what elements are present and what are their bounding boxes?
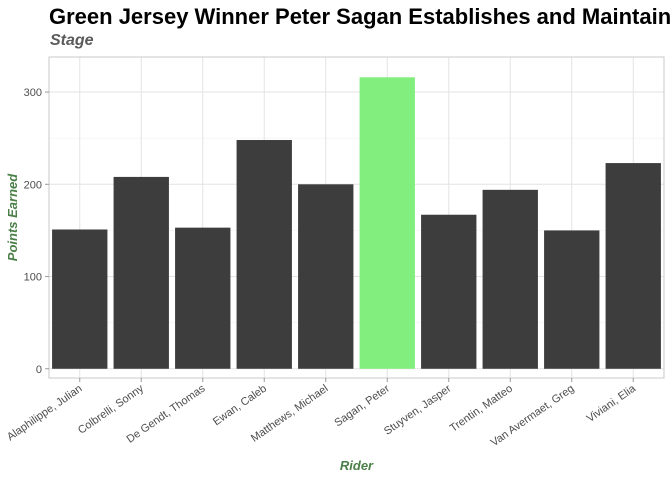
x-tick-label: Viviani, Elia [585,382,639,425]
bar [175,227,231,369]
bar [544,230,600,369]
bar [421,214,477,369]
x-tick-label: Alaphilippe, Julian [5,383,85,444]
x-axis-title: Rider [340,458,374,473]
y-tick-label: 200 [24,179,42,191]
y-axis: 0 100 200 300 [24,87,49,376]
bar [52,229,108,369]
bar [236,140,292,369]
chart-subtitle: Stage [50,32,94,49]
x-tick-label: Ewan, Caleb [211,383,269,429]
bar [359,77,415,369]
bar [482,189,538,369]
bars [52,77,661,369]
bar [298,184,354,369]
bar [605,163,661,369]
x-tick-label: Sagan, Peter [332,382,392,429]
plot-panel-border [48,56,665,379]
bar [113,176,169,369]
y-tick-label: 0 [36,364,42,376]
chart-title: Green Jersey Winner Peter Sagan Establis… [49,4,672,29]
y-axis-title: Points Earned [5,173,20,261]
y-tick-label: 100 [24,272,42,284]
x-tick-label: Stuyven, Jasper [382,382,454,437]
y-tick-label: 300 [24,87,42,99]
